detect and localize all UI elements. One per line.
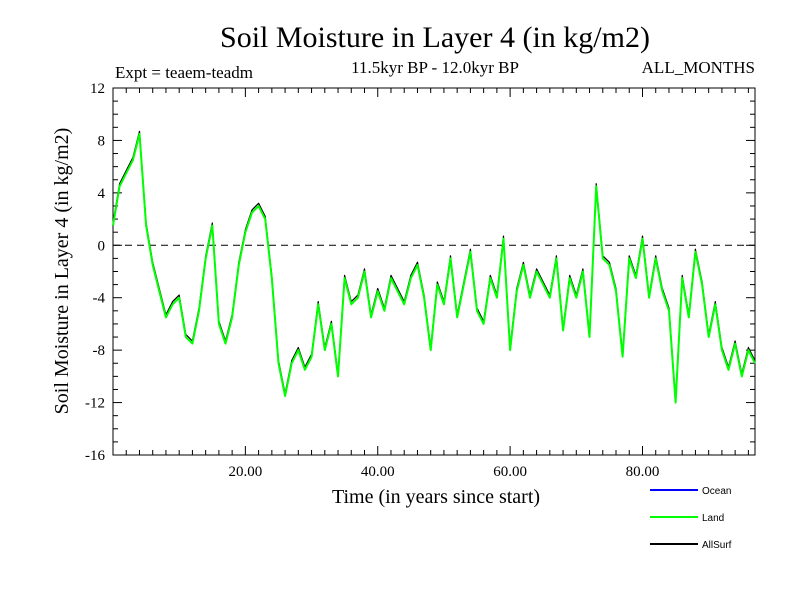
x-axis-title: Time (in years since start) [332, 486, 540, 508]
y-axis-title: Soil Moisture in Layer 4 (in kg/m2) [51, 128, 73, 415]
series-line-land [112, 132, 756, 404]
x-tick-label: 20.00 [228, 464, 262, 480]
y-tick-label: 0 [98, 238, 106, 254]
y-tick-label: 12 [90, 81, 105, 97]
chart-title: Soil Moisture in Layer 4 (in kg/m2) [220, 21, 650, 54]
legend-label-ocean: Ocean [702, 486, 731, 497]
y-tick-label: -8 [93, 343, 106, 359]
legend-label-allsurf: AllSurf [702, 540, 732, 551]
y-tick-label: -12 [85, 396, 105, 412]
y-tick-label: -4 [93, 291, 106, 307]
series-line-allsurf [112, 130, 756, 401]
season-label: ALL_MONTHS [642, 58, 755, 77]
plot-area: 20.00 40.00 60.00 80.00 12 8 4 0 -4 -8 -12 -16 [85, 81, 756, 480]
x-tick-label: 80.00 [626, 464, 660, 480]
x-tick-label: 40.00 [361, 464, 395, 480]
experiment-label: Expt = teaem-teadm [115, 63, 253, 82]
legend: Ocean Land AllSurf [650, 486, 732, 551]
y-tick-label: 4 [98, 186, 106, 202]
y-tick-label: -16 [85, 448, 105, 464]
chart-subtitle: 11.5kyr BP - 12.0kyr BP [351, 58, 519, 77]
y-tick-label: 8 [98, 133, 106, 149]
legend-label-land: Land [702, 513, 724, 524]
x-tick-label: 60.00 [493, 464, 527, 480]
